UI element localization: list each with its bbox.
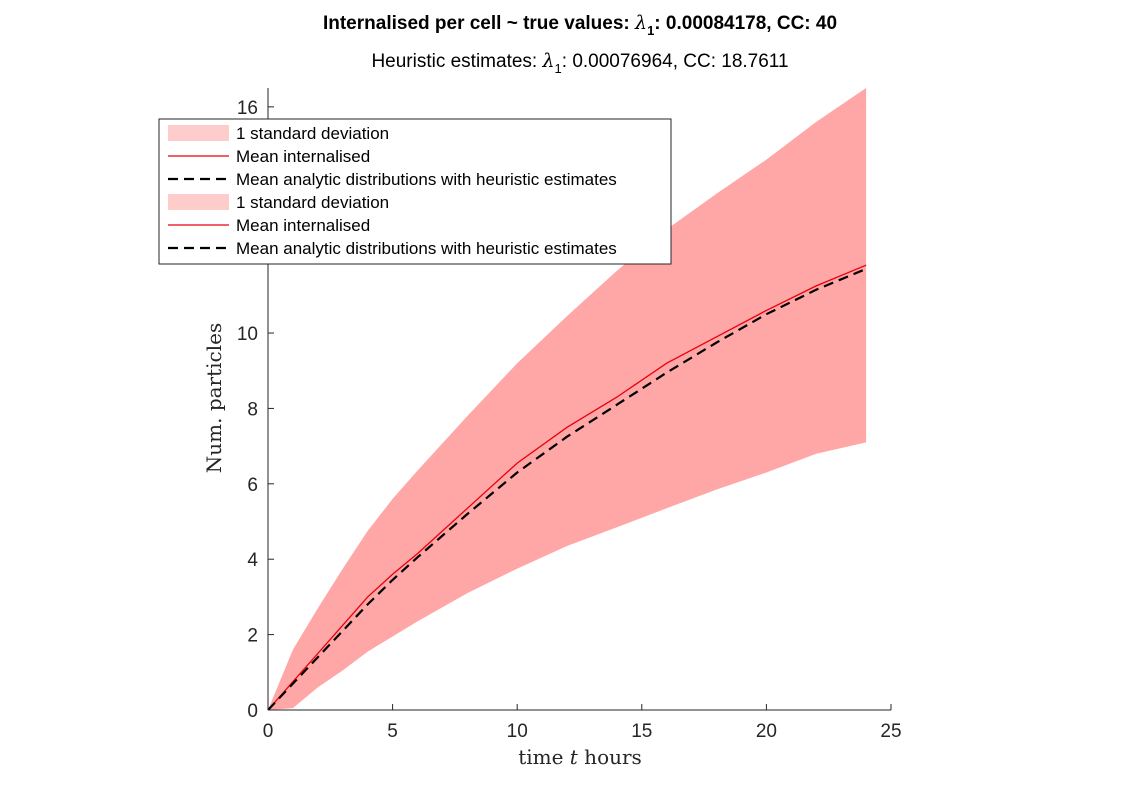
x-tick-label: 15: [631, 721, 652, 742]
x-tick-label: 10: [507, 721, 528, 742]
legend-label: Mean internalised: [236, 216, 370, 235]
chart-title: Internalised per cell ~ true values: λ1:…: [323, 12, 837, 38]
x-tick-label: 0: [263, 721, 274, 742]
x-axis-label-a: time: [518, 745, 570, 769]
y-axis-label: Num. particles: [202, 323, 226, 473]
y-tick-label: 10: [237, 324, 258, 345]
y-tick-label: 0: [247, 701, 258, 722]
std-band-layer: [268, 88, 867, 710]
legend-label: 1 standard deviation: [236, 124, 389, 143]
title-rest: : 0.00084178, CC: 40: [654, 13, 837, 34]
y-tick-label: 2: [247, 626, 258, 647]
legend-item: Mean internalised: [168, 216, 370, 235]
title-prefix: Internalised per cell ~ true values:: [323, 13, 635, 34]
chart-subtitle: Heuristic estimates: λ1: 0.00076964, CC:…: [371, 50, 788, 76]
subtitle-lambda: λ: [541, 50, 554, 72]
legend-swatch-band: [168, 125, 229, 141]
std-deviation-band: [268, 88, 867, 710]
y-tick-label: 8: [247, 399, 258, 420]
x-axis-label: time t hours: [518, 745, 642, 769]
x-tick-label: 5: [387, 721, 398, 742]
x-tick-label: 20: [756, 721, 777, 742]
legend-swatch-band: [168, 194, 229, 210]
subtitle-lambda-sub: 1: [555, 61, 562, 76]
legend-item: 1 standard deviation: [168, 193, 389, 212]
title-lambda: λ: [634, 12, 647, 34]
legend-label: Mean internalised: [236, 147, 370, 166]
series-layer: [267, 264, 867, 711]
legend-item: Mean analytic distributions with heurist…: [168, 170, 617, 189]
x-axis-label-b: t: [570, 745, 579, 769]
legend-label: Mean analytic distributions with heurist…: [236, 170, 617, 189]
y-tick-label: 6: [247, 475, 258, 496]
legend-box: [158, 118, 672, 265]
legend: 1 standard deviation Mean internalised Mea…: [158, 118, 672, 265]
title-lambda-sub: 1: [647, 23, 654, 38]
legend-label: Mean analytic distributions with heurist…: [236, 239, 617, 258]
mean-internalised-line: [267, 264, 867, 711]
x-axis-label-c: hours: [578, 745, 642, 769]
mean-analytic-line: [267, 267, 867, 711]
legend-item: Mean internalised: [168, 147, 370, 166]
subtitle-prefix: Heuristic estimates:: [371, 51, 542, 72]
y-tick-label: 4: [247, 550, 258, 571]
legend-label: 1 standard deviation: [236, 193, 389, 212]
legend-items: 1 standard deviation Mean internalised Mea…: [168, 124, 617, 258]
legend-item: 1 standard deviation: [168, 124, 389, 143]
subtitle-rest: : 0.00076964, CC: 18.7611: [562, 51, 789, 72]
y-tick-label: 16: [237, 98, 258, 119]
legend-item: Mean analytic distributions with heurist…: [168, 239, 617, 258]
x-tick-label: 25: [880, 721, 901, 742]
